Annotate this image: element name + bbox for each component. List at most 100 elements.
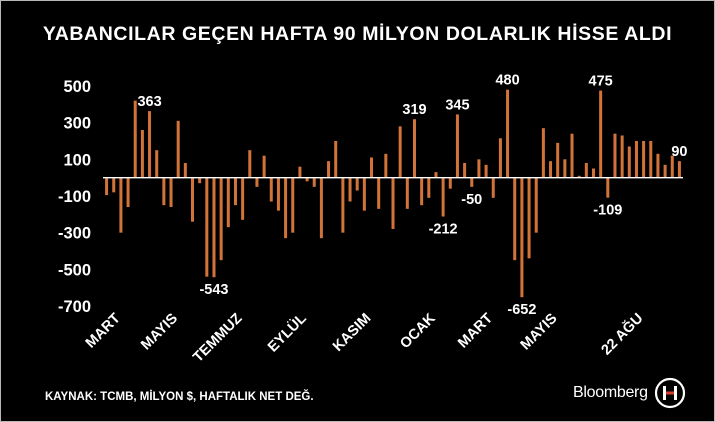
bar — [327, 161, 331, 178]
bar — [298, 166, 302, 178]
data-label: -109 — [593, 203, 622, 219]
bar — [312, 177, 316, 187]
bar — [634, 141, 638, 178]
bar — [627, 146, 631, 178]
bar — [606, 177, 610, 198]
bar — [348, 177, 352, 202]
bar — [241, 177, 245, 220]
bar — [405, 177, 409, 209]
source-note: KAYNAK: TCMB, MİLYON $, HAFTALIK NET DEĞ… — [45, 391, 314, 403]
bar — [520, 177, 524, 298]
bar — [434, 172, 438, 178]
bar — [119, 177, 123, 233]
bar — [305, 177, 309, 182]
bar — [334, 141, 338, 178]
data-label: 319 — [402, 102, 426, 118]
y-tick-label: -700 — [58, 298, 91, 316]
data-label: 345 — [445, 97, 469, 113]
bar — [105, 177, 109, 196]
bar — [591, 168, 595, 178]
bar — [584, 163, 588, 178]
bar — [370, 157, 374, 178]
bar — [191, 177, 195, 222]
bar — [620, 135, 624, 178]
bar — [513, 177, 517, 261]
bar — [427, 177, 431, 198]
bar — [570, 133, 574, 178]
bar — [212, 177, 216, 278]
data-label: 363 — [137, 94, 161, 110]
bar — [226, 177, 230, 228]
bar — [677, 161, 681, 178]
bar — [455, 114, 459, 178]
x-tick-label: MAYIS — [138, 310, 181, 353]
bar — [477, 159, 481, 178]
bar — [506, 89, 510, 178]
bar — [384, 153, 388, 178]
data-label: -212 — [429, 222, 458, 238]
bar — [183, 163, 187, 178]
bloomberg-ht-logo-icon — [654, 377, 685, 409]
bar — [341, 177, 345, 233]
bar — [577, 175, 581, 178]
bar — [534, 177, 538, 233]
bar — [269, 177, 273, 202]
bar — [599, 90, 603, 178]
bar — [248, 150, 252, 178]
y-tick-label: 500 — [63, 78, 91, 96]
bar — [663, 164, 667, 178]
bar — [377, 177, 381, 209]
bar — [276, 177, 280, 211]
bar — [656, 153, 660, 178]
bar — [649, 141, 653, 178]
data-label: -652 — [507, 302, 536, 318]
bar — [284, 177, 288, 239]
bar — [148, 111, 152, 178]
y-tick-label: 100 — [63, 151, 91, 169]
bar — [563, 159, 567, 178]
bar — [491, 177, 495, 198]
bar — [291, 177, 295, 233]
y-tick-label: 300 — [63, 115, 91, 133]
bar — [198, 177, 202, 184]
bar — [169, 177, 173, 207]
bar — [176, 120, 180, 178]
bar — [441, 177, 445, 217]
y-tick-label: -500 — [58, 261, 91, 279]
data-label: 480 — [495, 73, 519, 89]
x-tick-label: 22 AĞU — [597, 309, 646, 358]
bar — [219, 177, 223, 261]
bar — [484, 164, 488, 178]
bar — [362, 177, 366, 211]
bar — [470, 177, 474, 187]
bar — [398, 126, 402, 178]
bar — [420, 177, 424, 206]
bar — [112, 177, 116, 193]
bar — [498, 138, 502, 178]
bar — [613, 133, 617, 178]
bar — [541, 128, 545, 178]
bar — [255, 177, 259, 187]
bar — [448, 177, 452, 189]
bar — [355, 177, 359, 191]
data-label: 475 — [589, 74, 613, 90]
bar — [642, 141, 646, 178]
bar — [140, 130, 144, 178]
bar — [527, 177, 531, 259]
chart-title: YABANCILAR GEÇEN HAFTA 90 MİLYON DOLARLI… — [42, 23, 673, 45]
bar — [556, 142, 560, 178]
x-tick-label: TEMMUZ — [190, 310, 245, 365]
bar — [463, 163, 467, 178]
x-tick-label: OCAK — [397, 310, 439, 352]
x-tick-label: MART — [83, 310, 124, 351]
bar — [412, 119, 416, 178]
bar — [549, 161, 553, 178]
brand-name: Bloomberg — [573, 384, 648, 401]
y-tick-label: -300 — [58, 225, 91, 243]
bar — [205, 177, 209, 277]
bar — [233, 177, 237, 206]
bar — [133, 100, 137, 178]
data-label: 90 — [671, 144, 687, 160]
